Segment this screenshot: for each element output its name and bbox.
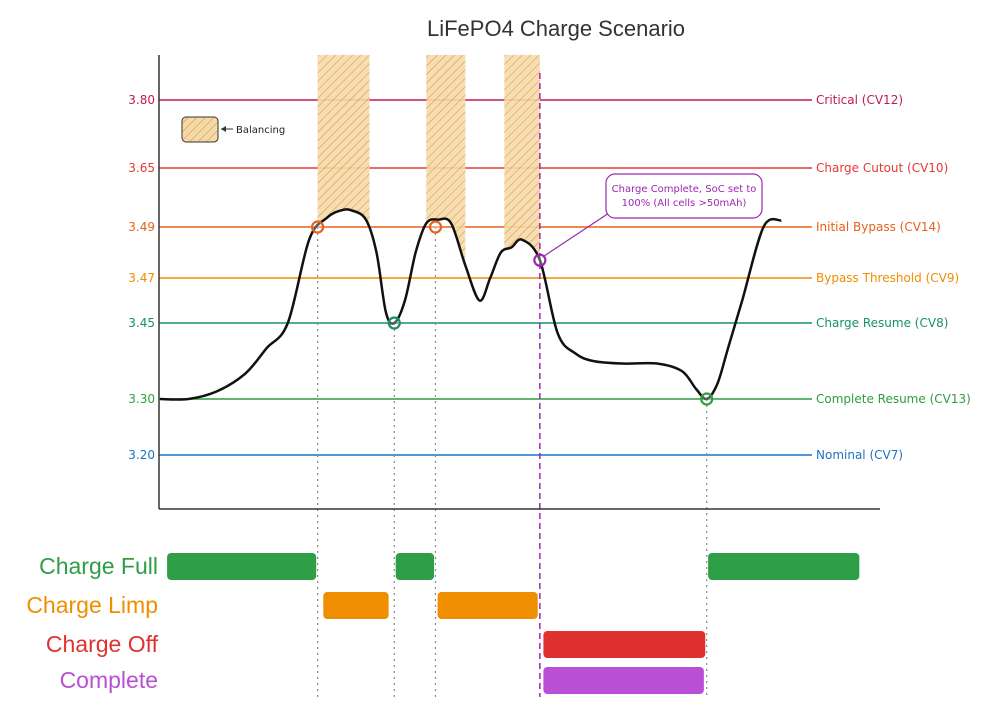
tick-label-0: 3.80 [128, 93, 155, 107]
tick-label-2: 3.49 [128, 220, 155, 234]
level-label-4: Charge Resume (CV8) [816, 316, 948, 330]
state-bar-0-2 [708, 553, 860, 580]
state-bar-0-1 [395, 553, 435, 580]
tick-label-1: 3.65 [128, 161, 155, 175]
voltage-series [159, 208, 782, 401]
callout-box [605, 173, 763, 219]
state-label-2: Charge Off [46, 631, 159, 657]
state-bar-1-1 [437, 592, 538, 619]
callout-line-2: 100% (All cells >50mAh) [622, 198, 747, 209]
tick-label-6: 3.20 [128, 448, 155, 462]
event-marker-2 [428, 220, 443, 234]
state-label-0: Charge Full [39, 553, 158, 579]
legend-swatch [181, 116, 219, 143]
balancing-region-2 [504, 55, 540, 278]
charge-state-timeline: Charge Full Charge Limp Charge Off Complete [26, 553, 860, 694]
state-label-3: Complete [60, 667, 158, 693]
tick-label-4: 3.45 [128, 316, 155, 330]
state-bar-0-0 [167, 553, 317, 580]
event-markers [311, 220, 714, 406]
event-marker-4 [700, 392, 714, 406]
event-marker-1 [387, 316, 401, 330]
level-lines: 3.80 Critical (CV12) 3.65 Charge Cutout (CV… [128, 93, 971, 462]
level-label-0: Critical (CV12) [816, 93, 903, 107]
level-label-6: Nominal (CV7) [816, 448, 903, 462]
level-label-3: Bypass Threshold (CV9) [816, 271, 959, 285]
legend: Balancing [181, 116, 285, 143]
state-label-1: Charge Limp [26, 592, 158, 618]
state-bar-2-0 [543, 631, 706, 658]
charge-complete-callout: Charge Complete, SoC set to 100% (All cel… [543, 173, 763, 257]
callout-leader [543, 210, 613, 257]
legend-arrow-head [221, 126, 226, 132]
callout-line-1: Charge Complete, SoC set to [612, 184, 757, 195]
tick-label-3: 3.47 [128, 271, 155, 285]
legend-label: Balancing [236, 125, 285, 136]
state-bar-3-0 [543, 667, 704, 694]
balancing-region-0 [317, 55, 370, 278]
level-label-1: Charge Cutout (CV10) [816, 161, 948, 175]
balancing-regions [317, 55, 540, 278]
event-marker-3 [533, 253, 547, 267]
tick-label-5: 3.30 [128, 392, 155, 406]
state-bar-1-0 [323, 592, 389, 619]
level-label-5: Complete Resume (CV13) [816, 392, 971, 406]
chart-title: LiFePO4 Charge Scenario [427, 16, 685, 41]
level-label-2: Initial Bypass (CV14) [816, 220, 941, 234]
event-guides [317, 73, 708, 697]
event-marker-0 [311, 220, 325, 234]
voltage-curve [159, 208, 782, 401]
